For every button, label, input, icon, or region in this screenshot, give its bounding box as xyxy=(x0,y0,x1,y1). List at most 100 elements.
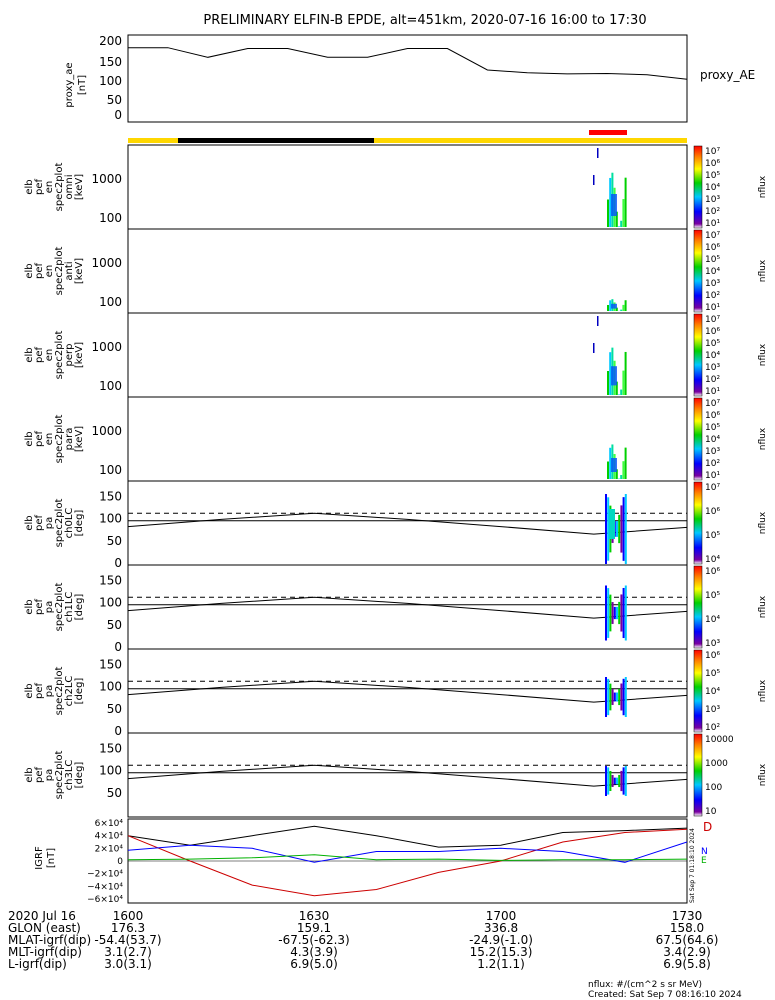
colorbar-label: 10³ xyxy=(705,639,720,649)
panel-ytick: 100 xyxy=(99,512,122,526)
colorbar-label: 10⁵ xyxy=(705,255,720,265)
spectrogram-cell xyxy=(613,777,616,785)
colorbar-label: 10⁴ xyxy=(705,615,720,625)
x-row-value: 1730 xyxy=(672,909,703,923)
spectrogram-cell xyxy=(616,777,618,785)
x-row-value: 6.9(5.0) xyxy=(290,957,338,971)
x-axis-labels: 2020 Jul 16 1600 1630 1700 1730 GLON (east) 17… xyxy=(8,909,718,971)
panel-ylabel: para xyxy=(64,428,75,451)
spectrogram-cell xyxy=(611,303,617,309)
colorbar: 10⁷ 10⁶ 10⁵ 10⁴ 10³ 10² 10¹ nflux xyxy=(693,397,768,481)
colorbar-label: 10⁵ xyxy=(705,591,720,601)
spectrogram-cell xyxy=(620,389,623,395)
panel-ylabel: spec2plot xyxy=(54,499,65,548)
spectrogram-cell xyxy=(605,677,607,717)
igrf-n-series xyxy=(127,841,688,863)
panel-ytick: 1000 xyxy=(91,340,122,354)
panel-ytick: 100 xyxy=(99,680,122,694)
colorbar-unit: nflux xyxy=(758,175,768,198)
panel-ylabel: elb xyxy=(24,431,35,446)
colorbar: 10⁷ 10⁶ 10⁵ 10⁴ nflux xyxy=(693,481,768,565)
spectrogram-cell xyxy=(615,211,618,227)
colorbar: 10⁷ 10⁶ 10⁵ 10⁴ 10³ 10² 10¹ nflux xyxy=(693,229,768,313)
colorbar-label: 10⁶ xyxy=(705,411,720,421)
panel-en_anti: elb pef en spec2plot anti [keV]100100010⁷10⁶1… xyxy=(24,228,768,314)
panel-ytick: 150 xyxy=(99,741,122,755)
spectrogram-cell xyxy=(609,300,612,311)
panel-ylabel: pef xyxy=(34,179,45,196)
colorbar-label: 10⁴ xyxy=(705,267,720,277)
x-row-value: 3.4(2.9) xyxy=(663,945,711,959)
panel-ylabel: ch2LC xyxy=(64,676,75,707)
spectrogram-cell xyxy=(624,447,627,479)
spectrogram-cell xyxy=(607,461,609,479)
panel-ytick: 50 xyxy=(107,702,122,716)
panel-ylabel: spec2plot xyxy=(54,163,65,212)
panel-ytick: 50 xyxy=(107,618,122,632)
x-row-value: 4.3(3.9) xyxy=(290,945,338,959)
x-row-value: -54.4(53.7) xyxy=(94,933,161,947)
panel-ytick: 100 xyxy=(99,463,122,477)
panel-ytick: 100 xyxy=(99,379,122,393)
loss-cone-line xyxy=(127,680,688,703)
colorbar: 10⁶ 10⁵ 10⁴ 10³ 10² nflux xyxy=(693,649,768,733)
spectrogram-cell xyxy=(620,505,623,553)
panel-ylabel: pa xyxy=(44,769,55,781)
spectrogram-cell xyxy=(620,594,623,632)
spectrogram-cell xyxy=(618,394,620,395)
colorbar-label: 10⁴ xyxy=(705,183,720,193)
colorbar-label: 10 xyxy=(705,807,717,817)
loss-cone-line xyxy=(127,512,688,535)
spectrogram-cell xyxy=(611,689,614,705)
spectrogram-cell xyxy=(624,300,627,311)
spectrogram-cell xyxy=(615,307,618,311)
spectrogram-cell xyxy=(593,343,595,353)
spectrogram-cell xyxy=(624,351,627,395)
spectrogram-cell xyxy=(607,767,610,795)
colorbar-label: 10⁴ xyxy=(705,687,720,697)
panel-ylabel: spec2plot xyxy=(54,583,65,632)
spectrogram-cell xyxy=(624,677,627,717)
panel-ytick: 100 xyxy=(99,764,122,778)
footer-units: nflux: #/(cm^2 s sr MeV) xyxy=(588,980,702,990)
igrf-ytick: −2×10⁴ xyxy=(87,870,123,880)
colorbar-label: 10⁶ xyxy=(705,507,720,517)
igrf-legend-e: E xyxy=(701,856,707,866)
colorbar-label: 10⁶ xyxy=(705,567,720,577)
ae-ylabel-2: [nT] xyxy=(77,75,88,95)
spectrogram-cell xyxy=(597,316,599,326)
colorbar-label: 10⁵ xyxy=(705,669,720,679)
colorbar-label: 10³ xyxy=(705,195,720,205)
spectrogram-cell xyxy=(615,469,618,479)
panel-ylabel: elb xyxy=(24,515,35,530)
colorbar-label: 10⁴ xyxy=(705,435,720,445)
panel-ylabel: en xyxy=(44,433,55,446)
panel-ytick: 150 xyxy=(99,573,122,587)
loss-cone-line xyxy=(127,596,688,619)
colorbar-unit: nflux xyxy=(758,511,768,534)
colorbar-label: 10¹ xyxy=(705,219,720,229)
spectrogram-cell xyxy=(593,175,595,185)
igrf-ytick: −6×10⁴ xyxy=(87,895,123,905)
spectrogram-cell xyxy=(597,148,599,158)
panel-ylabel: [deg] xyxy=(74,762,85,789)
panel-ylabel: ch1LC xyxy=(64,592,75,623)
spectrogram-cell xyxy=(607,199,609,227)
panel-ytick: 100 xyxy=(99,596,122,610)
colorbar-label: 10⁷ xyxy=(705,231,720,241)
spectrogram-cell xyxy=(616,606,618,620)
spectrogram-cell xyxy=(620,770,623,792)
ae-panel: proxy_ae [nT] 0 50 100 150 200 proxy_AE xyxy=(64,34,755,123)
panel-ylabel: [keV] xyxy=(74,174,85,200)
panel-ylabel: [deg] xyxy=(74,510,85,537)
colorbar-unit: nflux xyxy=(758,427,768,450)
panel-en_perp: elb pef en spec2plot perp [keV]100100010⁷10⁶1… xyxy=(24,312,768,398)
x-row-value: 176.3 xyxy=(111,921,145,935)
panel-ytick: 0 xyxy=(114,640,122,654)
colorbar-label: 10⁷ xyxy=(705,147,720,157)
spectrogram-cell xyxy=(605,766,607,796)
panel-ylabel: spec2plot xyxy=(54,751,65,800)
colorbar-label: 10⁶ xyxy=(705,651,720,661)
